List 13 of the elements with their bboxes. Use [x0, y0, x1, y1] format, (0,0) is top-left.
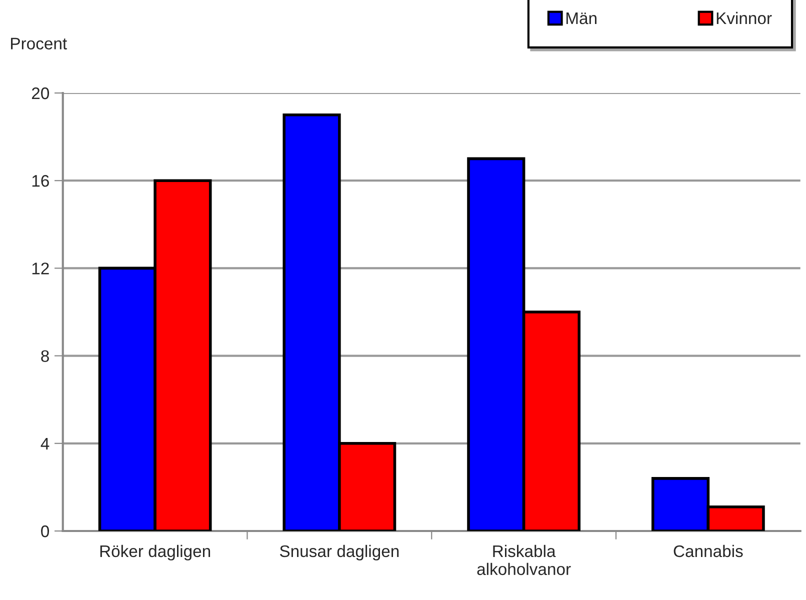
x-tick-label: Röker dagligen [100, 544, 210, 560]
y-tick-label: 4 [40, 438, 50, 450]
x-tick-label: Cannabis [674, 544, 743, 558]
y-tick-label: 16 [32, 175, 49, 187]
y-axis-title: Procent [11, 38, 67, 50]
x-tick-label: Riskabla alkoholvanor [477, 544, 571, 576]
legend-label: Män [566, 12, 596, 24]
x-tick-label: Snusar dagligen [280, 544, 399, 560]
legend-label: Kvinnor [716, 12, 772, 24]
y-tick-label: 0 [41, 525, 50, 538]
y-tick-label: 12 [32, 262, 49, 274]
y-tick-label: 20 [32, 87, 50, 100]
y-tick-label: 8 [41, 350, 49, 362]
